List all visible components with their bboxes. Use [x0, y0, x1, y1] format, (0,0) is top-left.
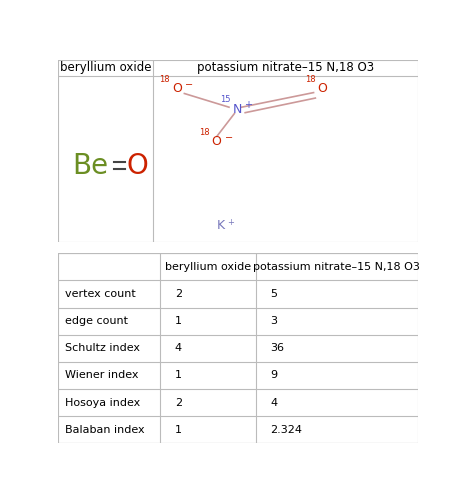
Text: O: O	[171, 83, 181, 96]
Text: edge count: edge count	[65, 316, 128, 326]
Text: 36: 36	[269, 343, 283, 353]
Text: potassium nitrate–15 N,18 O3: potassium nitrate–15 N,18 O3	[253, 262, 419, 272]
Text: 18: 18	[199, 128, 209, 137]
Text: 4: 4	[175, 343, 181, 353]
Text: 2.324: 2.324	[269, 425, 301, 435]
Text: 5: 5	[269, 289, 276, 299]
Text: Balaban index: Balaban index	[65, 425, 144, 435]
Text: 1: 1	[175, 316, 181, 326]
Text: +: +	[244, 101, 251, 111]
Text: beryllium oxide: beryllium oxide	[165, 262, 250, 272]
Text: Wiener index: Wiener index	[65, 371, 138, 380]
Text: O: O	[211, 135, 221, 148]
Text: 18: 18	[304, 75, 315, 84]
Text: vertex count: vertex count	[65, 289, 136, 299]
Text: −: −	[185, 80, 193, 90]
Text: 3: 3	[269, 316, 276, 326]
Text: 2: 2	[175, 289, 181, 299]
Text: −: −	[225, 133, 233, 143]
Text: N: N	[232, 103, 241, 116]
Text: 15: 15	[220, 96, 230, 105]
Text: 9: 9	[269, 371, 277, 380]
Text: 2: 2	[175, 397, 181, 407]
Text: Hosoya index: Hosoya index	[65, 397, 140, 407]
Text: 1: 1	[175, 425, 181, 435]
Text: O: O	[126, 151, 148, 180]
Text: K: K	[216, 219, 225, 232]
Text: potassium nitrate–15 N,18 O3: potassium nitrate–15 N,18 O3	[196, 61, 373, 75]
Text: O: O	[317, 83, 326, 96]
Text: 1: 1	[175, 371, 181, 380]
Text: Schultz index: Schultz index	[65, 343, 140, 353]
Text: Be: Be	[72, 151, 108, 180]
Text: beryllium oxide: beryllium oxide	[60, 61, 151, 75]
Text: 4: 4	[269, 397, 277, 407]
Text: 18: 18	[159, 75, 169, 84]
Text: +: +	[227, 218, 234, 227]
